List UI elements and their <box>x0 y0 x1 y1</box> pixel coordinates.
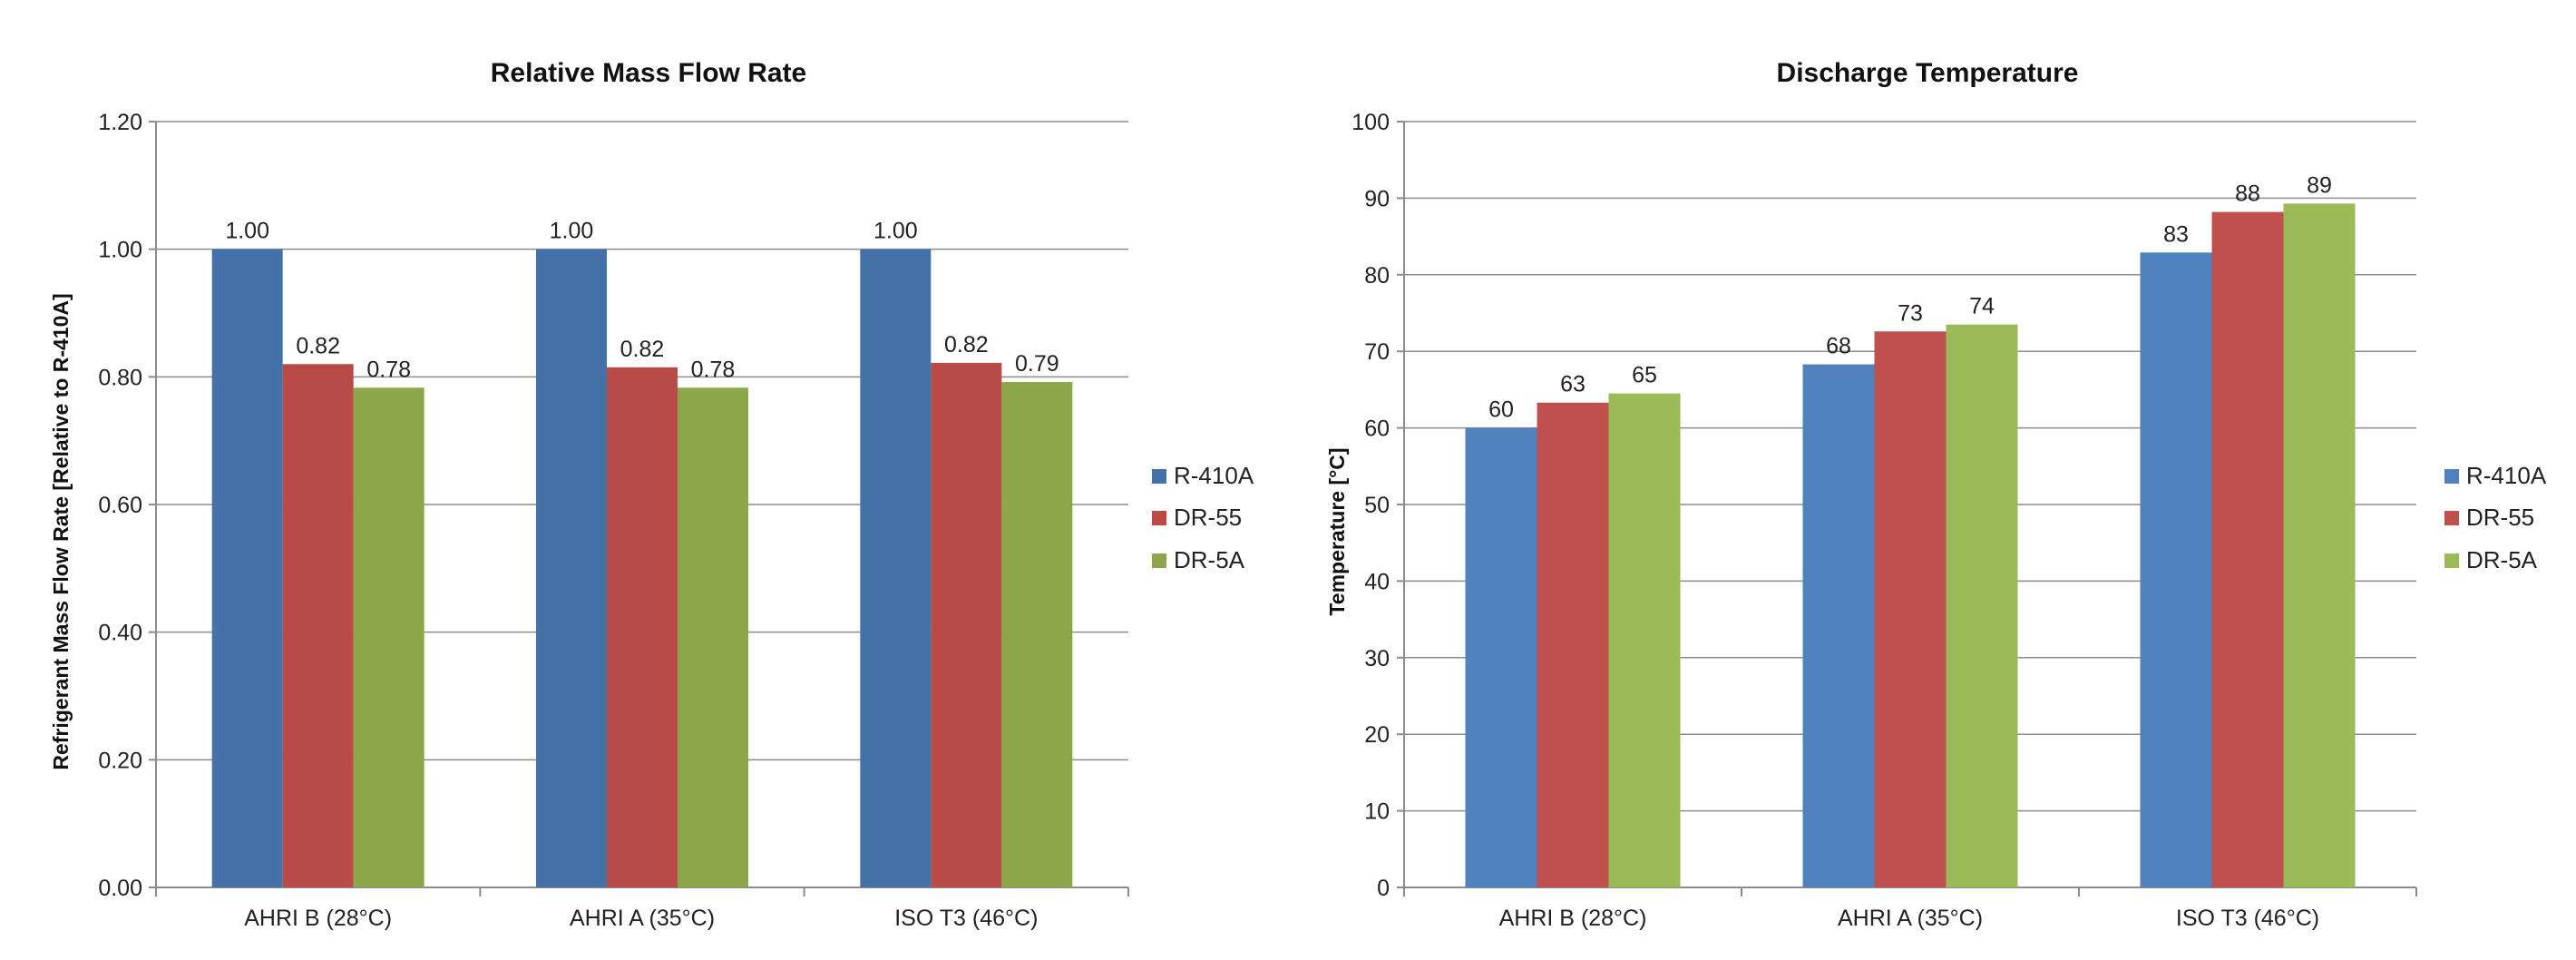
y-tick-label: 0.20 <box>98 748 142 773</box>
y-tick-label: 0.00 <box>98 876 142 901</box>
y-tick-label: 1.20 <box>98 110 142 135</box>
bar-r-410a <box>536 249 607 888</box>
legend: R-410A DR-55 DR-5A <box>2444 462 2547 573</box>
y-tick-label: 80 <box>1364 263 1390 289</box>
y-axis-ticks: 0.00 0.20 0.40 0.60 0.80 1.00 1.20 <box>98 110 142 901</box>
data-label: 74 <box>1969 294 1995 319</box>
data-label: 63 <box>1560 372 1586 397</box>
data-label: 0.78 <box>691 357 736 382</box>
x-category-label: ISO T3 (46°C) <box>2176 906 2319 931</box>
data-label: 65 <box>1632 363 1657 388</box>
bar-dr-5a <box>353 387 424 887</box>
relative-mass-flow-chart: Relative Mass Flow Rate Refrigerant Mass… <box>49 58 1254 931</box>
data-labels: 60 63 65 68 73 74 83 88 89 <box>1488 172 2332 422</box>
data-label: 68 <box>1826 334 1851 359</box>
y-tick-label: 20 <box>1364 722 1390 748</box>
discharge-temperature-chart: Discharge Temperature Temperature [°C] 0… <box>1325 58 2547 931</box>
data-label: 1.00 <box>550 219 594 244</box>
y-tick-label: 50 <box>1364 493 1390 518</box>
data-label: 0.82 <box>296 333 340 358</box>
bar-dr-5a <box>678 387 748 887</box>
legend-swatch <box>2444 511 2459 525</box>
bar-r-410a <box>2140 252 2212 888</box>
x-axis-categories: AHRI B (28°C) AHRI A (35°C) ISO T3 (46°C) <box>1499 906 2320 931</box>
bar-dr-55 <box>607 367 678 887</box>
bar-dr-55 <box>1537 402 1609 887</box>
bar-dr-5a <box>1608 393 1681 887</box>
x-category-label: AHRI A (35°C) <box>1838 906 1983 931</box>
legend-label: DR-5A <box>2466 546 2538 573</box>
y-axis-title: Temperature [°C] <box>1325 447 1349 615</box>
y-tick-label: 0 <box>1377 876 1390 901</box>
data-label: 60 <box>1488 397 1514 423</box>
legend-swatch <box>2444 553 2459 568</box>
x-category-label: ISO T3 (46°C) <box>894 906 1038 931</box>
data-label: 0.79 <box>1015 351 1059 377</box>
y-axis-ticks: 0 10 20 30 40 50 60 70 80 90 100 <box>1351 110 1390 901</box>
y-axis-title: Refrigerant Mass Flow Rate [Relative to … <box>49 293 73 769</box>
bar-r-410a <box>1802 364 1875 888</box>
bars <box>1465 203 2356 888</box>
x-category-label: AHRI B (28°C) <box>1499 906 1647 931</box>
y-tick-label: 100 <box>1351 110 1390 135</box>
data-label: 1.00 <box>225 219 269 244</box>
data-label: 73 <box>1898 300 1923 326</box>
bar-dr-5a <box>1001 381 1073 888</box>
bar-dr-55 <box>1874 331 1947 888</box>
legend-swatch <box>1152 469 1166 484</box>
bar-r-410a <box>1465 427 1537 887</box>
legend-swatch <box>1152 511 1166 525</box>
bar-dr-55 <box>282 364 354 887</box>
data-label: 0.78 <box>366 357 411 382</box>
chart-title: Discharge Temperature <box>1777 58 2079 88</box>
legend-label: R-410A <box>2466 462 2547 489</box>
y-tick-label: 0.80 <box>98 365 142 390</box>
y-tick-label: 10 <box>1364 799 1390 825</box>
data-label: 1.00 <box>873 219 918 244</box>
data-label: 89 <box>2307 172 2332 198</box>
data-label: 83 <box>2163 221 2189 247</box>
y-tick-label: 30 <box>1364 646 1390 671</box>
bars <box>211 249 1073 888</box>
legend: R-410A DR-55 DR-5A <box>1152 462 1254 573</box>
y-tick-label: 90 <box>1364 186 1390 211</box>
data-label: 0.82 <box>620 337 665 362</box>
legend-label: DR-5A <box>1174 546 1245 573</box>
legend-label: DR-55 <box>1174 504 1242 531</box>
y-tick-label: 40 <box>1364 569 1390 594</box>
y-tick-label: 70 <box>1364 339 1390 365</box>
data-label: 0.82 <box>944 332 989 358</box>
legend-swatch <box>2444 469 2459 484</box>
legend-swatch <box>1152 553 1166 568</box>
legend-label: DR-55 <box>2466 504 2534 531</box>
x-category-label: AHRI A (35°C) <box>570 906 715 931</box>
chart-title: Relative Mass Flow Rate <box>491 58 806 88</box>
legend-label: R-410A <box>1174 462 1254 489</box>
x-category-label: AHRI B (28°C) <box>244 906 392 931</box>
y-tick-label: 0.60 <box>98 493 142 518</box>
y-tick-label: 0.40 <box>98 621 142 646</box>
y-tick-label: 1.00 <box>98 238 142 263</box>
bar-r-410a <box>860 249 932 888</box>
bar-dr-5a <box>1946 324 2018 887</box>
data-label: 88 <box>2235 181 2260 207</box>
bar-r-410a <box>211 249 283 888</box>
data-labels: 1.00 0.82 0.78 1.00 0.82 0.78 1.00 0.82 0.79 <box>225 219 1059 383</box>
bar-dr-55 <box>2211 211 2284 888</box>
x-axis-categories: AHRI B (28°C) AHRI A (35°C) ISO T3 (46°C) <box>244 906 1038 931</box>
bar-dr-5a <box>2283 203 2356 888</box>
y-tick-label: 60 <box>1364 416 1390 442</box>
bar-dr-55 <box>931 362 1002 887</box>
